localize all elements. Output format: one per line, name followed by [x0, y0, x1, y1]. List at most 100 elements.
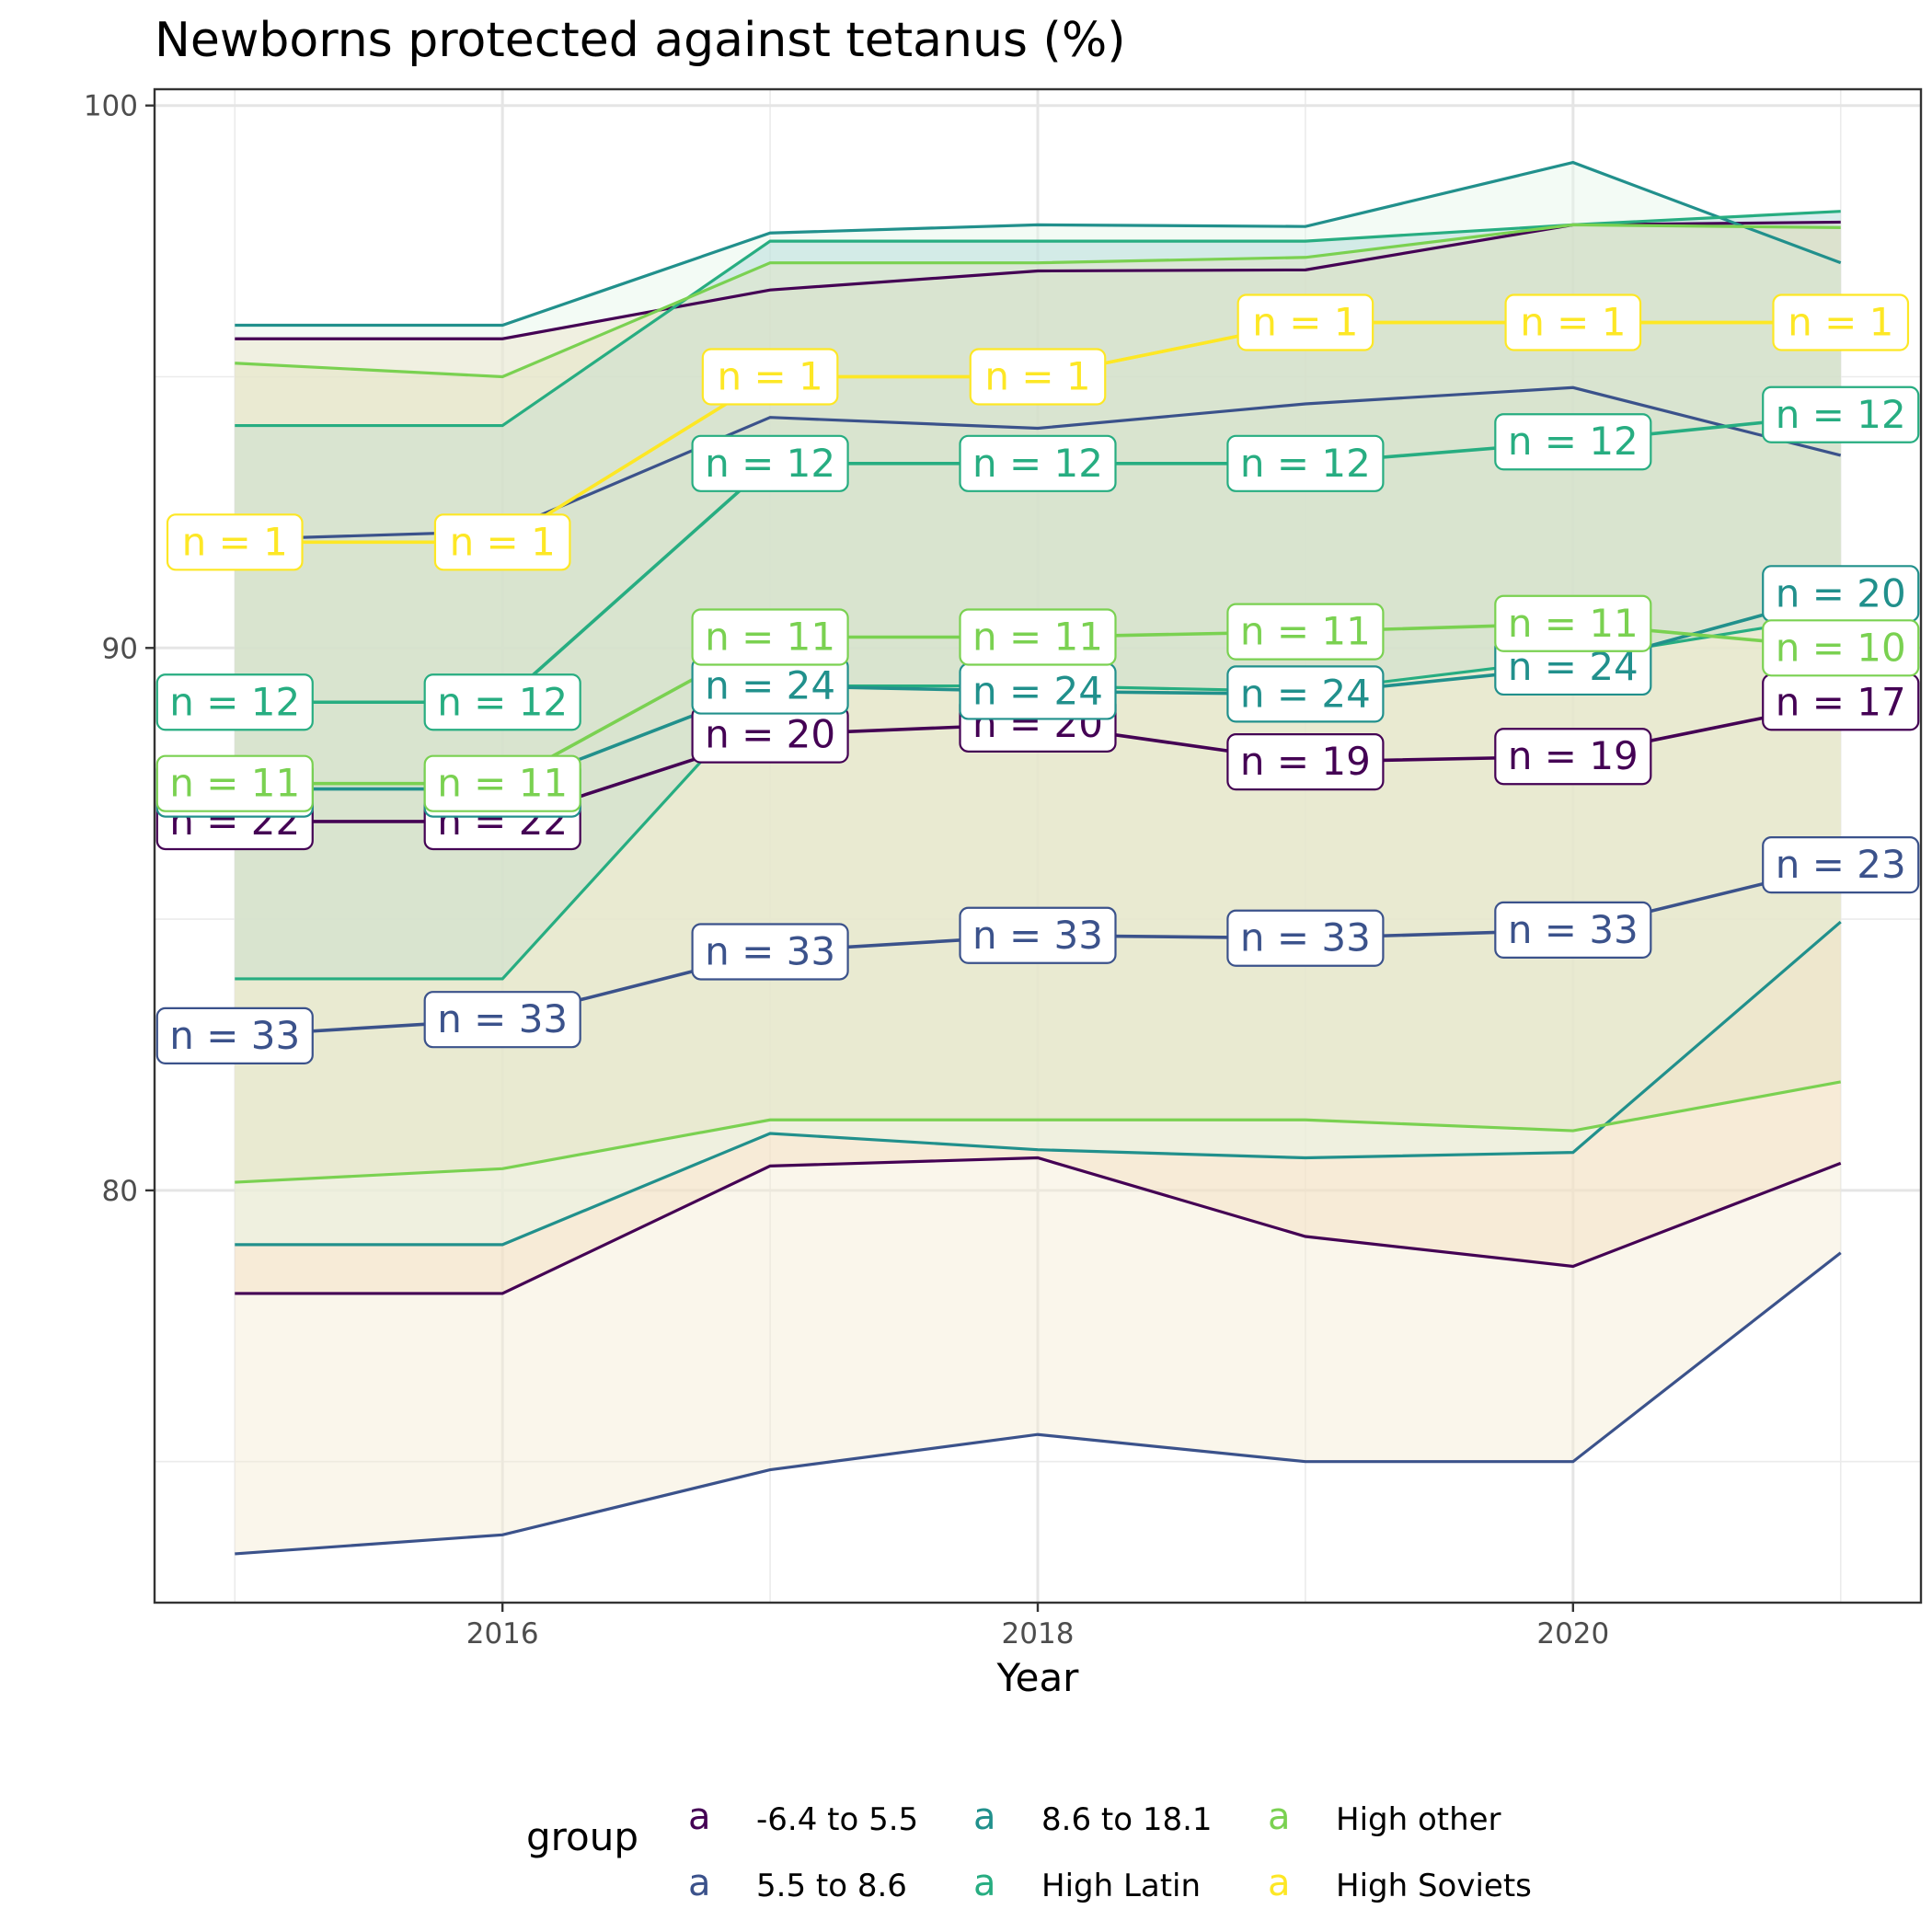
n-label-High Latin-2020: n = 12: [1494, 413, 1652, 471]
legend-label-5.5 to 8.6: 5.5 to 8.6: [756, 1868, 907, 1904]
n-label-8.6 to 18.1-2019: n = 24: [1226, 665, 1385, 723]
n-label-box: [691, 923, 849, 981]
legend-title: group: [526, 1814, 638, 1859]
n-label-text: n = 12: [1508, 419, 1639, 464]
n-label-High Soviets-2020: n = 1: [1504, 293, 1642, 351]
n-label-text: n = 19: [1508, 733, 1639, 778]
legend-key-High other: a: [1268, 1796, 1291, 1838]
n-label-box: [1226, 603, 1385, 661]
n-label-5.5 to 8.6-2019: n = 33: [1226, 909, 1385, 967]
n-label-box: [959, 608, 1117, 666]
n-label-5.5 to 8.6-2018: n = 33: [959, 906, 1117, 964]
legend-label-High Latin: High Latin: [1041, 1868, 1202, 1904]
n-label-box: [1772, 293, 1910, 351]
n-label-box: [423, 673, 581, 731]
n-label-box: [1762, 385, 1920, 443]
legend: a -6.4 to 5.5 a 5.5 to 8.6 a 8.6 to 18.1 a High…: [0, 1771, 1932, 1904]
n-label-text: n = 12: [705, 441, 835, 486]
n-label-text: n = 1: [450, 519, 556, 564]
n-label-High Latin-2021: n = 12: [1762, 385, 1920, 443]
n-label-text: n = 20: [1776, 570, 1906, 615]
chart-title: Newborns protected against tetanus (%): [155, 13, 1126, 68]
legend-key-5.5 to 8.6: a: [688, 1862, 711, 1904]
n-label-text: n = 11: [1240, 609, 1371, 654]
series-max-line-High other: [235, 223, 1841, 379]
n-label-text: n = 24: [705, 663, 835, 708]
n-label-text: n = 33: [437, 996, 568, 1041]
n-label-High Soviets-2018: n = 1: [969, 348, 1107, 406]
legend-key-8.6 to 18.1: a: [973, 1796, 996, 1838]
n-label-High other-2015: n = 11: [155, 754, 314, 812]
n-label-box: [166, 513, 304, 571]
x-tick-label: 2018: [1002, 1617, 1075, 1650]
n-label-box: [155, 673, 314, 731]
ribbon-High Latin: [235, 211, 1841, 979]
n-label-box: [1236, 293, 1374, 351]
n-label-text: n = 1: [1252, 300, 1358, 345]
n-label-text: n = 1: [1520, 300, 1626, 345]
n-label-High other-2016: n = 11: [423, 754, 581, 812]
n-label-High other-2018: n = 11: [959, 608, 1117, 666]
n-label-High Latin-2019: n = 12: [1226, 434, 1385, 492]
n-label-text: n = 11: [705, 615, 835, 660]
n-label-box: [1494, 413, 1652, 471]
n-label-box: [423, 991, 581, 1049]
series-max-line-8.6 to 18.1: [235, 160, 1842, 328]
n-label-text: n = 12: [972, 441, 1103, 486]
legend-key--6.4 to 5.5: a: [688, 1796, 711, 1838]
n-label-text: n = 12: [1240, 441, 1371, 486]
n-label-box: [1762, 619, 1920, 677]
n-label-text: n = 11: [437, 761, 568, 806]
n-label--6.4 to 5.5-2021: n = 17: [1762, 673, 1920, 731]
n-label-box: [1494, 594, 1652, 652]
n-label-box: [959, 906, 1117, 964]
legend-label--6.4 to 5.5: -6.4 to 5.5: [756, 1801, 919, 1838]
n-label-box: [1494, 901, 1652, 959]
n-label-box: [959, 434, 1117, 492]
n-label-text: n = 11: [169, 761, 300, 806]
series-min-line-5.5 to 8.6: [235, 1251, 1842, 1556]
n-label-text: n = 33: [169, 1013, 300, 1058]
y-tick-label: 100: [84, 90, 138, 123]
n-label-text: n = 12: [1776, 392, 1906, 437]
n-label-box: [1226, 733, 1385, 791]
x-axis-label: Year: [996, 1655, 1080, 1700]
n-label-High other-2019: n = 11: [1226, 603, 1385, 661]
n-label-5.5 to 8.6-2020: n = 33: [1494, 901, 1652, 959]
n-label--6.4 to 5.5-2020: n = 19: [1494, 728, 1652, 786]
n-label-High Soviets-2019: n = 1: [1236, 293, 1374, 351]
n-label-box: [1226, 665, 1385, 723]
n-label-8.6 to 18.1-2018: n = 24: [959, 662, 1117, 720]
n-label-text: n = 33: [972, 913, 1103, 958]
series-min-line-8.6 to 18.1: [235, 920, 1842, 1247]
n-label-8.6 to 18.1-2021: n = 20: [1762, 565, 1920, 623]
n-label-text: n = 12: [437, 679, 568, 724]
series-min-line-High other: [235, 1080, 1842, 1184]
n-label-box: [1762, 836, 1920, 894]
n-label-High other-2020: n = 11: [1494, 594, 1652, 652]
n-label-box: [433, 513, 571, 571]
n-label--6.4 to 5.5-2017: n = 20: [691, 706, 849, 764]
n-label-5.5 to 8.6-2017: n = 33: [691, 923, 849, 981]
n-label-box: [155, 1006, 314, 1064]
n-label-text: n = 11: [1508, 601, 1639, 646]
legend-label-High Soviets: High Soviets: [1336, 1868, 1532, 1904]
y-tick-label: 80: [102, 1175, 138, 1208]
n-label-box: [155, 754, 314, 812]
series-min-line--6.4 to 5.5: [235, 1156, 1842, 1295]
n-label-box: [969, 348, 1107, 406]
n-label-High Latin-2015: n = 12: [155, 673, 314, 731]
n-label-box: [691, 434, 849, 492]
legend-key-High Soviets: a: [1268, 1862, 1291, 1904]
n-label-text: n = 24: [1240, 671, 1371, 716]
n-label-High other-2017: n = 11: [691, 608, 849, 666]
n-label-box: [423, 754, 581, 812]
x-tick-label: 2020: [1536, 1617, 1609, 1650]
n-label-5.5 to 8.6-2021: n = 23: [1762, 836, 1920, 894]
ribbon--6.4 to 5.5: [235, 222, 1841, 1294]
n-label-High Latin-2016: n = 12: [423, 673, 581, 731]
n-label-text: n = 33: [705, 928, 835, 973]
n-label-text: n = 33: [1240, 915, 1371, 960]
n-label-High other-2021: n = 10: [1762, 619, 1920, 677]
